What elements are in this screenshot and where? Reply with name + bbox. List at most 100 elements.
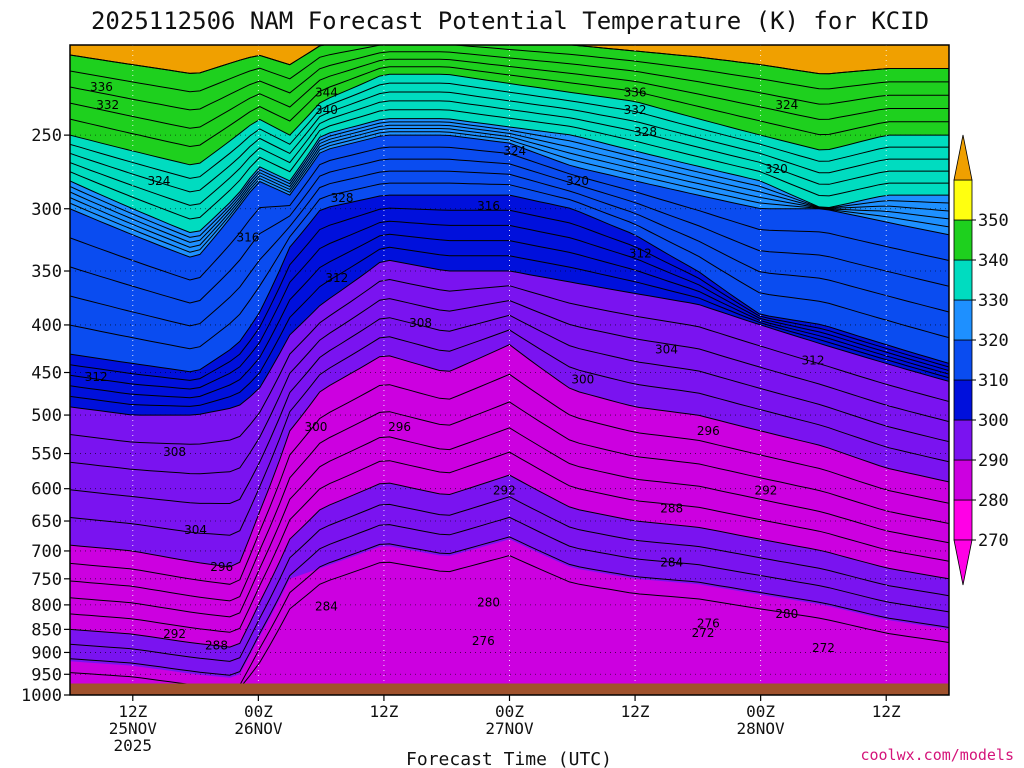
contour-label-272: 272 [812, 641, 835, 655]
colorbar-over-arrow [953, 134, 973, 181]
y-tick-label-500: 500 [31, 406, 62, 426]
colorbar-label-270: 270 [978, 531, 1009, 551]
isentrope-284 [70, 427, 949, 618]
y-tick-label-400: 400 [31, 316, 62, 336]
contour-label-324: 324 [147, 174, 170, 188]
y-tick-label-450: 450 [31, 364, 62, 384]
x-tick-label-6-0: 12Z [118, 702, 147, 721]
contour-label-316: 316 [236, 230, 259, 244]
contour-label-304: 304 [655, 342, 678, 356]
contour-label-280: 280 [477, 595, 500, 609]
colorbar-label-310: 310 [978, 371, 1009, 391]
y-tick-label-700: 700 [31, 542, 62, 562]
colorbar-label-340: 340 [978, 251, 1009, 271]
colorbar-segment-350 [953, 179, 973, 221]
isentrope-332 [70, 109, 949, 220]
isentrope-288 [70, 373, 949, 585]
contour-label-340: 340 [315, 103, 338, 117]
contour-label-324: 324 [503, 144, 526, 158]
contour-label-336: 336 [90, 80, 113, 94]
isentrope-352 [70, 45, 949, 75]
x-tick-label-6-2: 2025 [114, 736, 153, 755]
contour-label-332: 332 [96, 98, 119, 112]
x-tick-label-78-0: 12Z [872, 702, 901, 721]
plot-area: 336 332 344 340 336 332 328 324 324 320 320 324 328 3… [70, 45, 949, 695]
contour-label-292: 292 [493, 484, 516, 498]
isentrope-320 [70, 134, 949, 258]
contour-label-308: 308 [163, 445, 186, 459]
contour-label-312: 312 [325, 271, 348, 285]
colorbar-label-350: 350 [978, 211, 1009, 231]
contour-label-316: 316 [477, 199, 500, 213]
isentrope-322 [70, 131, 949, 253]
isentrope-348 [70, 45, 949, 93]
isentrope-286 [70, 401, 949, 602]
isentrope-324 [70, 128, 949, 248]
colorbar-segment-330 [953, 259, 973, 301]
isentrope-326 [70, 124, 949, 243]
isentrope-314 [70, 170, 949, 327]
colorbar-segment-290 [953, 419, 973, 461]
contour-label-288: 288 [660, 501, 683, 515]
isentrope-316 [70, 158, 949, 304]
contour-label-300: 300 [571, 373, 594, 387]
contour-label-320: 320 [566, 174, 589, 188]
x-tick-label-18-1: 26NOV [234, 719, 283, 738]
contour-label-276: 276 [697, 617, 720, 631]
ground-fill [70, 683, 949, 695]
contour-labels: 336 332 344 340 336 332 328 324 324 320 320 324 328 3… [85, 80, 835, 655]
colorbar-label-330: 330 [978, 291, 1009, 311]
x-tick-label-66-1: 28NOV [737, 719, 786, 738]
x-tick-label-18-0: 00Z [244, 702, 273, 721]
contour-label-312: 312 [85, 370, 108, 384]
colorbar-under-arrow [953, 539, 973, 586]
isentrope-330 [70, 118, 949, 234]
y-tick-label-350: 350 [31, 262, 62, 282]
colorbar-label-280: 280 [978, 491, 1009, 511]
x-tick-label-6-1: 25NOV [109, 719, 158, 738]
colorbar: 270 280 290 300 310 320 330 340 350 [953, 134, 1009, 586]
y-tick-label-950: 950 [31, 665, 62, 685]
contour-label-292: 292 [754, 484, 777, 498]
colorbar-label-290: 290 [978, 451, 1009, 471]
x-tick-label-42-0: 00Z [495, 702, 524, 721]
y-tick-label-750: 750 [31, 570, 62, 590]
isentrope-346 [70, 51, 949, 111]
credit-text: coolwx.com/models [860, 746, 1014, 764]
x-tick-label-30-0: 12Z [369, 702, 398, 721]
chart-title: 2025112506 NAM Forecast Potential Temper… [91, 7, 929, 35]
y-tick-label-550: 550 [31, 445, 62, 465]
y-tick-label-850: 850 [31, 620, 62, 640]
colorbar-segment-340 [953, 219, 973, 261]
contour-label-320: 320 [765, 162, 788, 176]
isentrope-340 [70, 73, 949, 166]
y-tick-label-1000: 1000 [21, 686, 62, 706]
grid-lines [70, 45, 949, 695]
y-tick-label-900: 900 [31, 643, 62, 663]
colorbar-segment-320 [953, 299, 973, 341]
isentrope-278 [70, 496, 949, 662]
contour-label-284: 284 [660, 555, 683, 569]
x-tick-label-66-0: 00Z [746, 702, 775, 721]
colorbar-segment-280 [953, 459, 973, 501]
contour-label-332: 332 [624, 103, 647, 117]
contour-label-276: 276 [472, 634, 495, 648]
contour-label-312: 312 [802, 354, 825, 368]
y-tick-label-600: 600 [31, 480, 62, 500]
x-axis-label: Forecast Time (UTC) [406, 749, 612, 768]
colorbar-segment-270 [953, 499, 973, 541]
contour-label-304: 304 [184, 523, 207, 537]
contour-label-272: 272 [692, 626, 715, 640]
isentrope-318 [70, 146, 949, 281]
x-tick-label-42-1: 27NOV [485, 719, 534, 738]
isentrope-312 [70, 182, 949, 350]
isentrope-338 [70, 82, 949, 179]
contour-label-288: 288 [205, 639, 228, 653]
contour-label-312: 312 [629, 246, 652, 260]
y-tick-label-800: 800 [31, 596, 62, 616]
contour-label-280: 280 [775, 607, 798, 621]
band-270-280 [70, 539, 949, 695]
contour-label-328: 328 [634, 125, 657, 139]
y-tick-label-650: 650 [31, 512, 62, 532]
